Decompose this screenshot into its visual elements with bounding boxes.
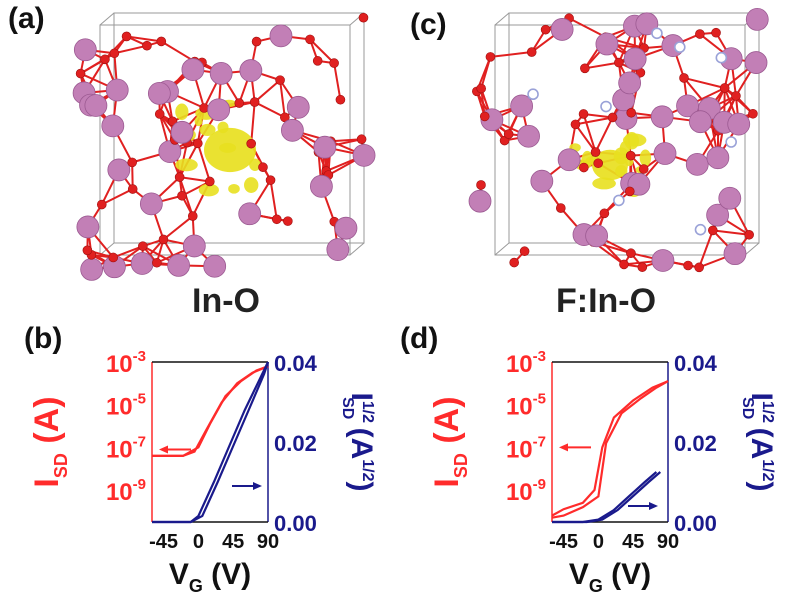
left-tick-label: 10-5: [506, 391, 546, 421]
right-tick-label: 0.04: [274, 351, 318, 376]
left-tick-label: 10-3: [106, 348, 146, 378]
x-tick-label: 45: [222, 531, 244, 553]
crystal-structure-in-o: [72, 12, 376, 281]
left-axis-label: ISD (A): [28, 396, 71, 487]
left-tick-label: 10-5: [106, 391, 146, 421]
x-tick-label: -45: [549, 531, 578, 553]
panel-label-a: (a): [8, 2, 45, 35]
arrow-right-axis-icon: [628, 502, 658, 510]
x-tick-label: 45: [622, 531, 644, 553]
panel-label-d: (d): [400, 322, 439, 355]
panel-label-b: (b): [24, 322, 63, 355]
left-axis-label: ISD (A): [428, 396, 471, 487]
right-tick-label: 0.04: [674, 351, 718, 376]
x-tick-label: 0: [593, 531, 604, 553]
arrow-right-axis-icon: [232, 482, 262, 490]
panel-label-c: (c): [410, 8, 447, 41]
left-tick-label: 10-7: [106, 433, 146, 463]
atom-spheres: [468, 7, 769, 273]
series-line-left-0: [152, 365, 269, 458]
left-tick-label: 10-7: [506, 433, 546, 463]
right-tick-label: 0.00: [274, 511, 317, 536]
series-line-right-3: [552, 471, 662, 524]
x-tick-label: 0: [193, 531, 204, 553]
transfer-curve-chart-b: 10-3 10-5 10-7 10-9 0.04 0.02 0.00 -45 0 45 90 VG (…: [28, 348, 378, 596]
x-axis-label: VG (V): [169, 558, 251, 596]
structure-label-in-o: In-O: [192, 282, 260, 320]
left-tick-label: 10-3: [506, 348, 546, 378]
right-tick-label: 0.02: [674, 431, 717, 456]
crystal-structure-f-in-o: [468, 7, 769, 273]
structure-label-f-in-o: F:In-O: [556, 282, 657, 320]
series-line-right-3: [152, 361, 270, 524]
x-axis-label: VG (V): [569, 558, 651, 596]
series-line-left-0: [551, 380, 669, 517]
left-tick-label: 10-9: [506, 476, 546, 506]
atom-spheres: [72, 12, 376, 281]
transfer-curve-chart-d: 10-3 10-5 10-7 10-9 0.04 0.02 0.00 -45 0 45 90 VG (…: [428, 348, 778, 596]
series-line-left-1: [551, 380, 669, 519]
x-tick-label: 90: [657, 531, 679, 553]
left-tick-label: 10-9: [106, 476, 146, 506]
series-line-left-1: [152, 365, 269, 458]
arrow-left-axis-icon: [159, 445, 191, 454]
right-axis-label: I1/2SD (A1/2): [739, 392, 778, 491]
right-tick-label: 0.02: [274, 431, 317, 456]
right-tick-label: 0.00: [674, 511, 717, 536]
right-axis-label: I1/2SD (A1/2): [339, 392, 378, 491]
arrow-left-axis-icon: [559, 443, 591, 452]
x-tick-label: -45: [149, 531, 178, 553]
x-tick-label: 90: [257, 531, 279, 553]
